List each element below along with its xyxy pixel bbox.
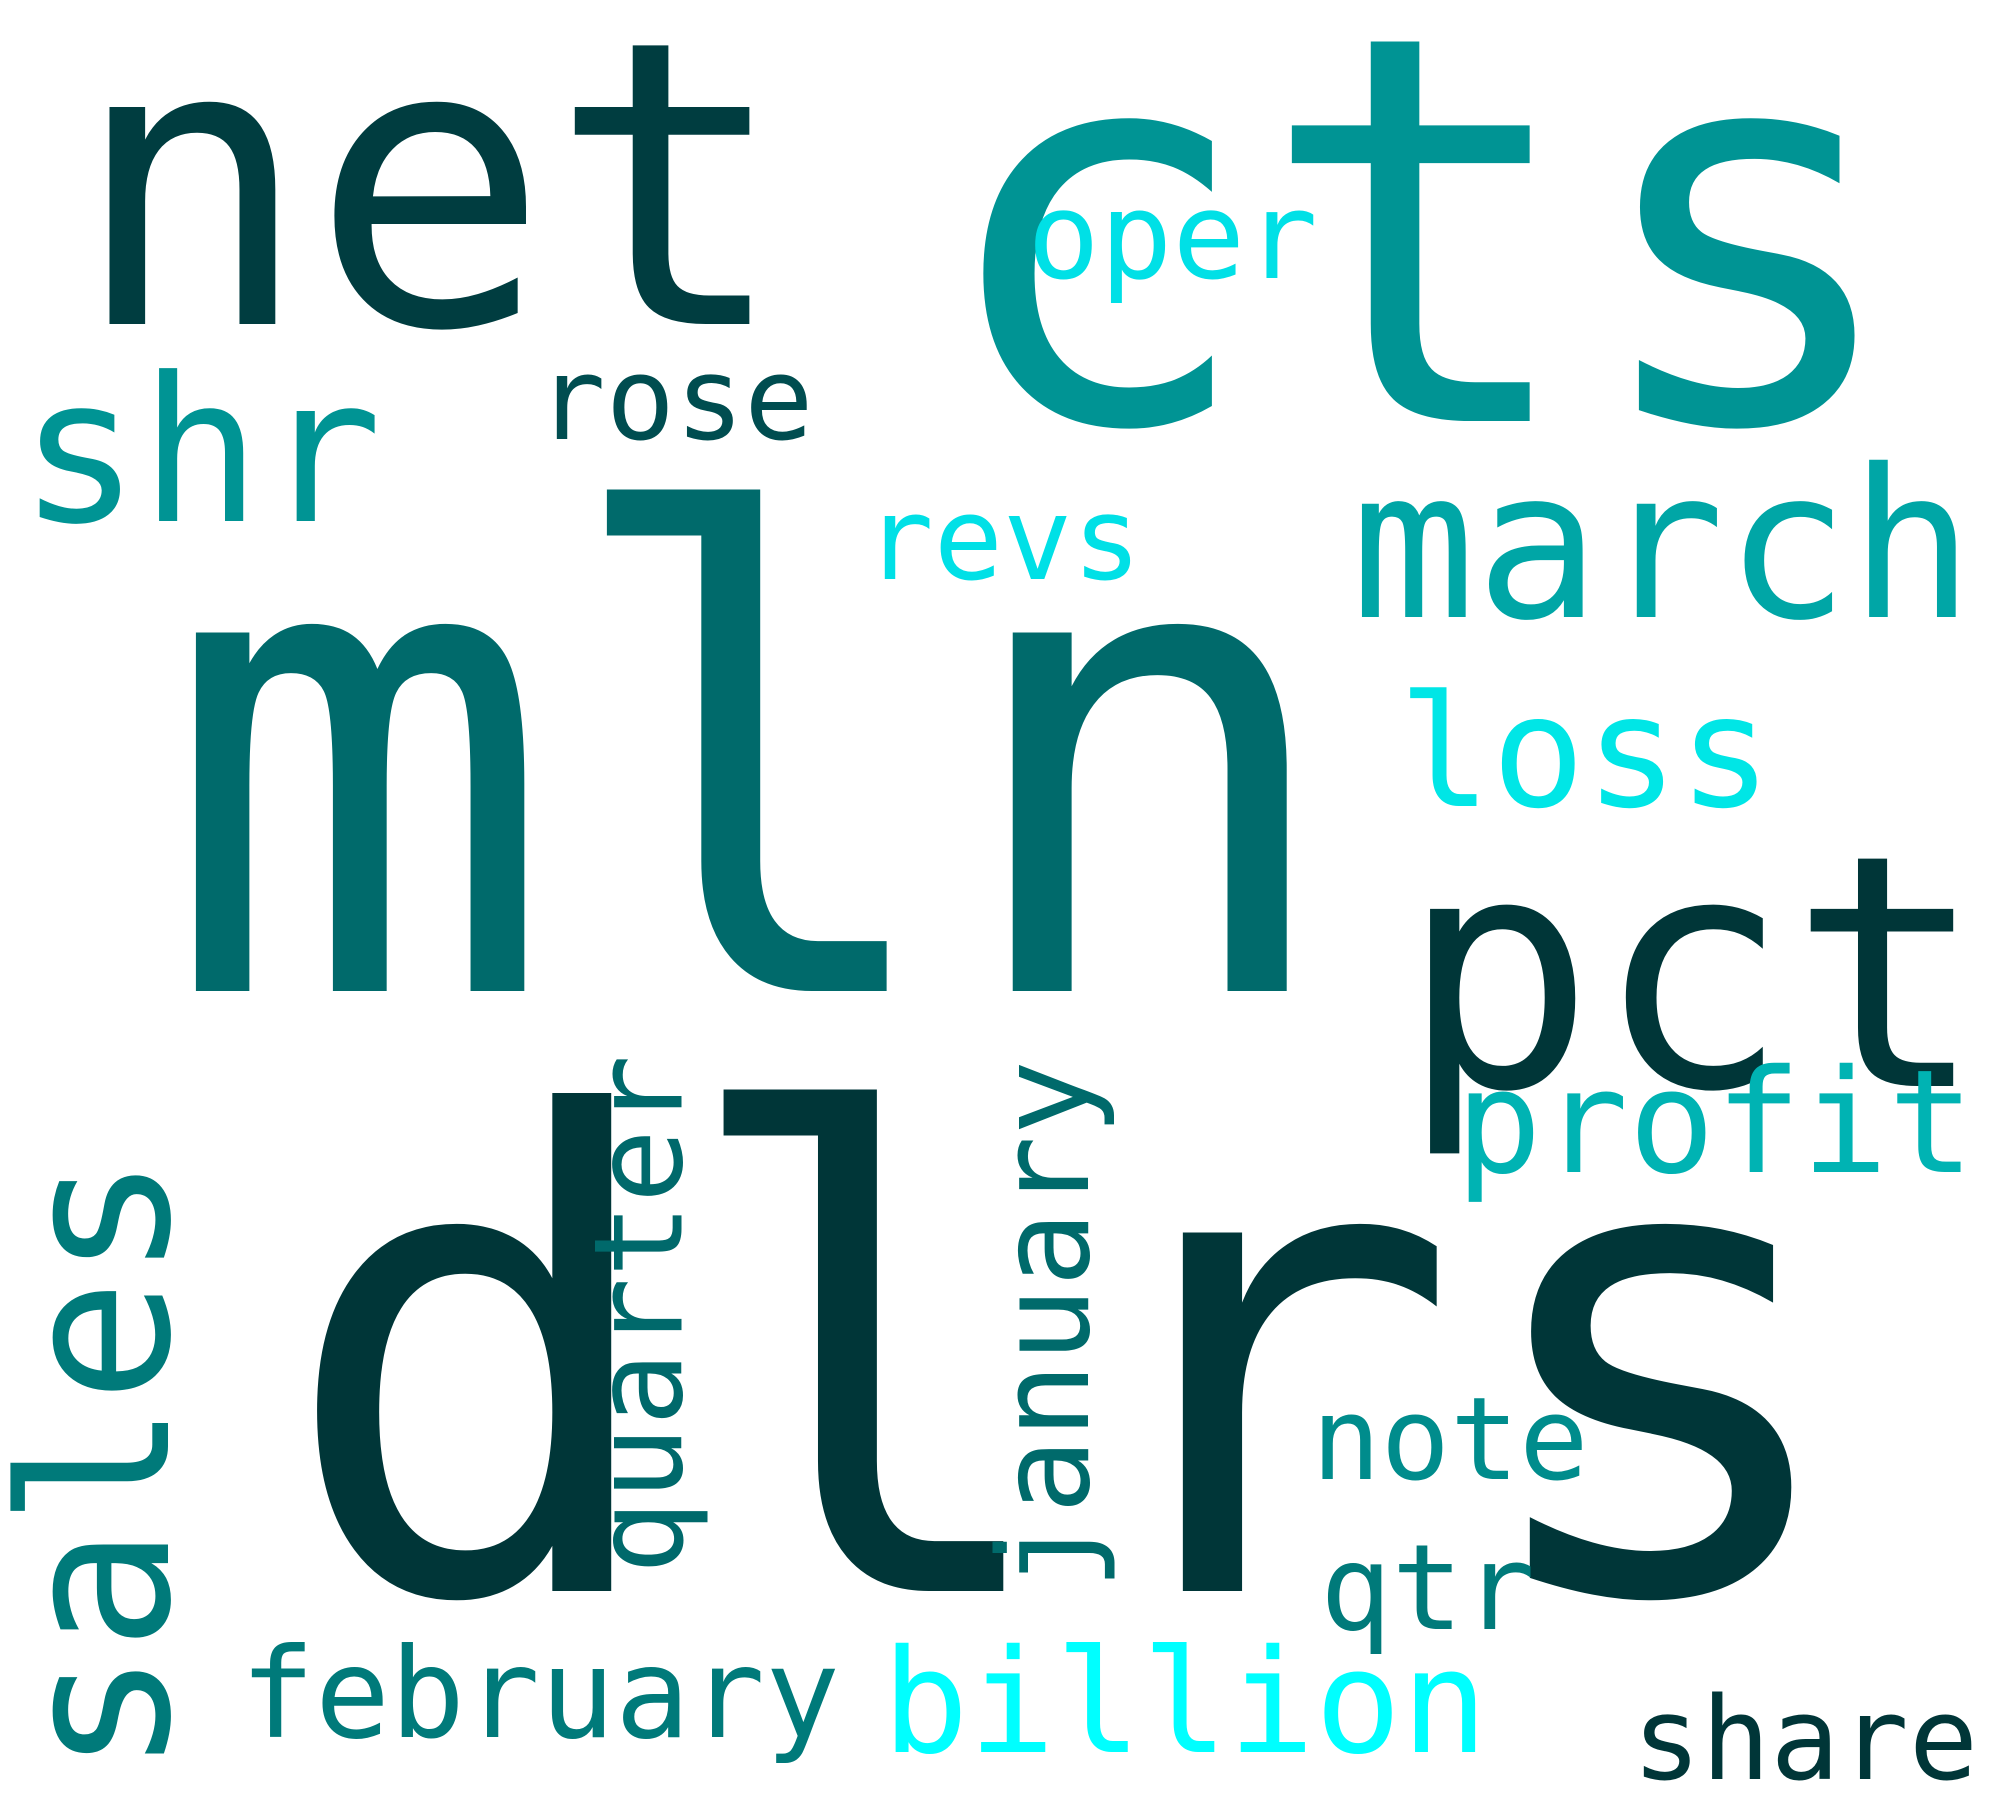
- word-cts: cts: [931, 0, 1909, 549]
- word-pct: pct: [1400, 786, 1985, 1164]
- word-mln: mln: [161, 383, 1345, 1147]
- word-share: share: [1631, 1672, 1979, 1800]
- word-note: note: [1311, 1372, 1589, 1507]
- word-rose: rose: [536, 332, 814, 467]
- word-quarter: quarter: [567, 1055, 712, 1575]
- word-net: net: [71, 0, 789, 419]
- word-shr: shr: [18, 334, 383, 569]
- word-profit: profit: [1455, 1038, 1975, 1206]
- word-oper: oper: [1027, 167, 1318, 308]
- word-loss: loss: [1398, 661, 1772, 843]
- word-qtr: qtr: [1320, 1520, 1535, 1659]
- word-february: february: [240, 1621, 840, 1767]
- word-sales: sales: [0, 1155, 217, 1775]
- word-january: january: [971, 1060, 1119, 1590]
- word-revs: revs: [864, 472, 1142, 607]
- word-billion: billion: [882, 1618, 1488, 1786]
- word-march: march: [1350, 424, 1975, 666]
- word-dlrs: dlrs: [277, 983, 1857, 1747]
